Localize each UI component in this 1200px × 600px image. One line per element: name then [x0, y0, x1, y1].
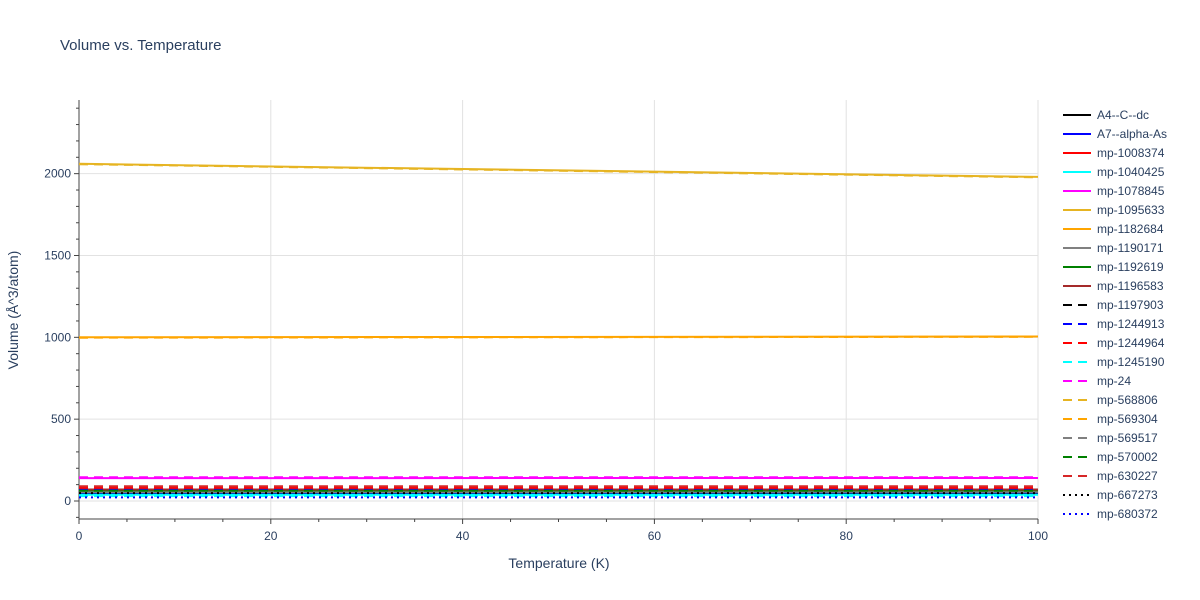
legend-label: mp-1244964 — [1097, 336, 1165, 350]
legend-label: mp-1190171 — [1097, 241, 1164, 255]
legend-item[interactable]: mp-1197903 — [1063, 298, 1164, 312]
y-tick-label: 500 — [51, 412, 71, 426]
y-axis-title: Volume (Å^3/atom) — [5, 251, 21, 370]
legend-item[interactable]: mp-570002 — [1063, 450, 1158, 464]
legend-item[interactable]: mp-1182684 — [1063, 222, 1164, 236]
series-line-mp-568806 — [78, 163, 1039, 179]
legend-label: A7--alpha-As — [1097, 127, 1167, 141]
legend-item[interactable]: A7--alpha-As — [1063, 127, 1167, 141]
legend-label: mp-569304 — [1097, 412, 1158, 426]
legend-label: mp-630227 — [1097, 469, 1158, 483]
legend-item[interactable]: A4--C--dc — [1063, 108, 1149, 122]
legend-label: A4--C--dc — [1097, 108, 1149, 122]
legend-item[interactable]: mp-1040425 — [1063, 165, 1165, 179]
gridlines — [79, 100, 1039, 519]
legend-item[interactable]: mp-24 — [1063, 374, 1131, 388]
legend-label: mp-1245190 — [1097, 355, 1165, 369]
legend-item[interactable]: mp-1245190 — [1063, 355, 1165, 369]
legend-item[interactable]: mp-1196583 — [1063, 279, 1164, 293]
legend-item[interactable]: mp-568806 — [1063, 393, 1158, 407]
legend-item[interactable]: mp-1008374 — [1063, 146, 1165, 160]
series-line-mp-569304 — [78, 335, 1039, 339]
axes — [74, 100, 1039, 524]
legend-label: mp-680372 — [1097, 507, 1158, 521]
x-tick-label: 0 — [76, 529, 83, 543]
legend-label: mp-1078845 — [1097, 184, 1165, 198]
legend-item[interactable]: mp-1078845 — [1063, 184, 1165, 198]
x-tick-label: 80 — [840, 529, 854, 543]
legend-item[interactable]: mp-1095633 — [1063, 203, 1165, 217]
legend-label: mp-569517 — [1097, 431, 1158, 445]
legend-item[interactable]: mp-1192619 — [1063, 260, 1164, 274]
x-tick-label: 100 — [1028, 529, 1048, 543]
legend-label: mp-1008374 — [1097, 146, 1165, 160]
chart-title: Volume vs. Temperature — [60, 37, 221, 54]
x-tick-label: 20 — [264, 529, 278, 543]
y-tick-label: 0 — [64, 494, 71, 508]
legend-item[interactable]: mp-1190171 — [1063, 241, 1164, 255]
legend-label: mp-1196583 — [1097, 279, 1164, 293]
legend-label: mp-570002 — [1097, 450, 1158, 464]
legend-item[interactable]: mp-569304 — [1063, 412, 1158, 426]
x-tick-label: 40 — [456, 529, 470, 543]
legend-item[interactable]: mp-569517 — [1063, 431, 1158, 445]
legend-label: mp-1040425 — [1097, 165, 1165, 179]
y-tick-label: 1500 — [44, 248, 71, 262]
x-axis-title: Temperature (K) — [508, 555, 609, 571]
legend-item[interactable]: mp-1244913 — [1063, 317, 1165, 331]
legend-label: mp-1182684 — [1097, 222, 1164, 236]
legend-item[interactable]: mp-680372 — [1063, 507, 1158, 521]
legend-label: mp-1244913 — [1097, 317, 1165, 331]
legend-item[interactable]: mp-667273 — [1063, 488, 1158, 502]
legend-label: mp-1095633 — [1097, 203, 1165, 217]
legend-label: mp-1192619 — [1097, 260, 1164, 274]
y-tick-label: 2000 — [44, 167, 71, 181]
legend-item[interactable]: mp-630227 — [1063, 469, 1158, 483]
legend-item[interactable]: mp-1244964 — [1063, 336, 1165, 350]
legend[interactable]: A4--C--dc A7--alpha-As mp-1008374 mp-104042… — [1063, 108, 1167, 521]
series-lines — [78, 162, 1039, 499]
legend-label: mp-24 — [1097, 374, 1131, 388]
legend-label: mp-667273 — [1097, 488, 1158, 502]
x-tick-label: 60 — [648, 529, 662, 543]
legend-label: mp-568806 — [1097, 393, 1158, 407]
legend-label: mp-1197903 — [1097, 298, 1164, 312]
y-tick-label: 1000 — [44, 330, 71, 344]
